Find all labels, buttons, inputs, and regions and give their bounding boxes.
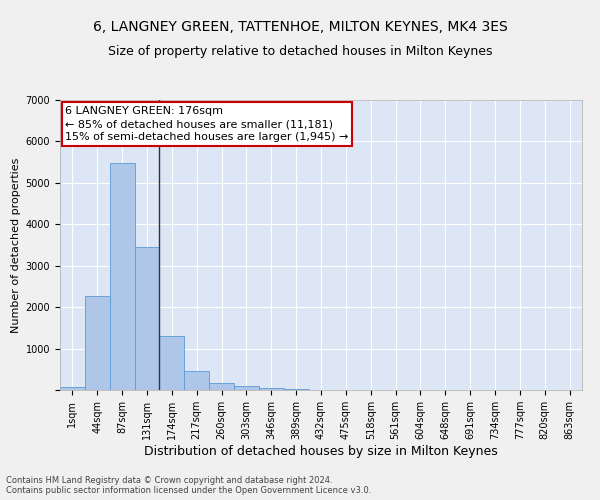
Text: 6, LANGNEY GREEN, TATTENHOE, MILTON KEYNES, MK4 3ES: 6, LANGNEY GREEN, TATTENHOE, MILTON KEYN… bbox=[92, 20, 508, 34]
Bar bbox=[85, 296, 110, 390]
Text: 6 LANGNEY GREEN: 176sqm
← 85% of detached houses are smaller (11,181)
15% of sem: 6 LANGNEY GREEN: 176sqm ← 85% of detache… bbox=[65, 106, 349, 142]
Bar bbox=[160, 336, 184, 390]
Bar bbox=[60, 386, 85, 390]
Bar bbox=[234, 386, 259, 390]
X-axis label: Distribution of detached houses by size in Milton Keynes: Distribution of detached houses by size … bbox=[144, 445, 498, 458]
Bar bbox=[134, 247, 160, 390]
Y-axis label: Number of detached properties: Number of detached properties bbox=[11, 158, 22, 332]
Bar bbox=[284, 388, 308, 390]
Bar bbox=[110, 163, 134, 390]
Text: Contains HM Land Registry data © Crown copyright and database right 2024.
Contai: Contains HM Land Registry data © Crown c… bbox=[6, 476, 371, 495]
Bar bbox=[209, 384, 234, 390]
Bar bbox=[184, 370, 209, 390]
Bar bbox=[259, 388, 284, 390]
Text: Size of property relative to detached houses in Milton Keynes: Size of property relative to detached ho… bbox=[108, 45, 492, 58]
